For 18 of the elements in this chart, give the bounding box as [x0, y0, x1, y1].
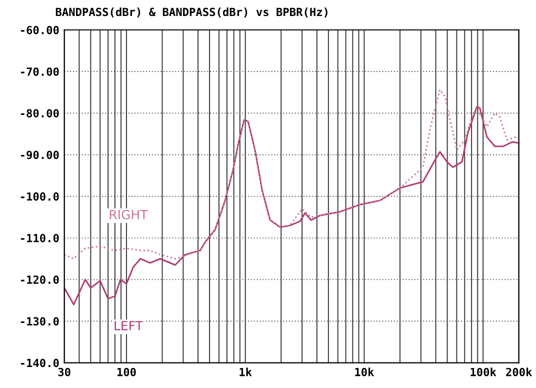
y-tick-label: -80.00: [20, 109, 59, 118]
x-tick-label: 100k: [470, 368, 496, 376]
y-tick-label: -140.0: [20, 358, 59, 368]
x-tick-label: 200k: [506, 368, 532, 376]
chart-title: BANDPASS(dBr) & BANDPASS(dBr) vs BPBR(Hz): [56, 8, 328, 18]
y-tick-label: -70.00: [20, 67, 59, 76]
series-label: LEFT: [114, 321, 143, 330]
y-tick-label: -120.0: [20, 276, 59, 284]
text: RIGHT: [110, 210, 148, 220]
x-tick-label: 10k: [355, 368, 374, 376]
x-tick-label: 100: [117, 368, 136, 376]
y-tick-label: -100.0: [20, 192, 59, 201]
x-tick-label: 30: [58, 368, 70, 376]
y-tick-label: -130.0: [20, 317, 59, 326]
x-tick-label: 1k: [240, 368, 252, 376]
y-tick-label: -110.0: [20, 234, 59, 242]
y-tick-label: -60.00: [20, 26, 59, 34]
y-tick-label: -90.00: [20, 150, 59, 160]
